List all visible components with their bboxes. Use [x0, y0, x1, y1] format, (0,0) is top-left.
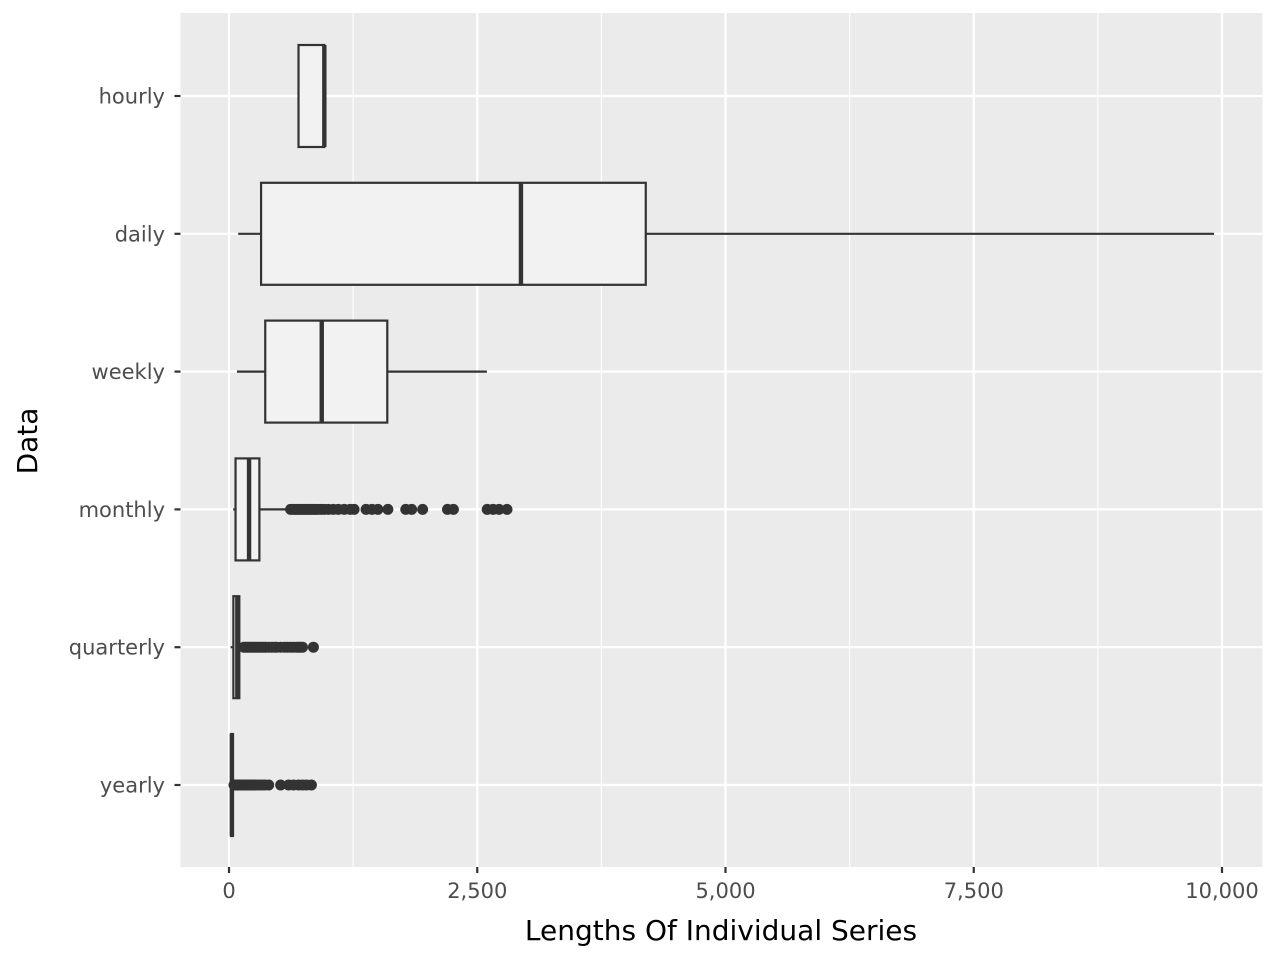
outlier-point	[372, 503, 384, 515]
outlier-point	[296, 641, 308, 653]
box-body	[264, 319, 389, 424]
box-layer	[228, 43, 1214, 838]
box-quarterly	[230, 595, 319, 700]
y-tick-label: weekly	[92, 360, 165, 384]
outlier-point	[493, 503, 505, 515]
x-tick-label: 2,500	[447, 879, 507, 903]
outlier-point	[263, 779, 275, 791]
box-body	[259, 181, 647, 286]
y-tick-label: hourly	[99, 85, 165, 109]
outlier-point	[406, 503, 418, 515]
box-body	[297, 43, 326, 149]
outlier-point	[305, 779, 317, 791]
y-tick-label: monthly	[79, 498, 165, 522]
outlier-point	[307, 641, 319, 653]
box-daily	[238, 181, 1214, 286]
box-yearly	[228, 732, 317, 838]
y-tick-label: yearly	[100, 774, 165, 798]
plot-panel	[180, 13, 1263, 867]
y-tick-label: daily	[115, 222, 165, 246]
outlier-point	[275, 779, 287, 791]
x-axis: 0 2,500 5,000 7,500 10,000	[222, 867, 1259, 903]
x-tick-label: 0	[222, 879, 235, 903]
y-axis-title: Data	[11, 408, 44, 475]
x-tick-label: 7,500	[944, 879, 1004, 903]
box-weekly	[236, 319, 487, 424]
x-tick-label: 10,000	[1185, 879, 1258, 903]
outlier-point	[417, 503, 429, 515]
y-tick-label: quarterly	[69, 636, 165, 660]
grid-minor	[352, 13, 1099, 867]
outlier-point	[382, 503, 394, 515]
outlier-point	[447, 503, 459, 515]
box-monthly	[233, 457, 513, 562]
y-axis: yearly quarterly monthly weekly daily hourly	[69, 85, 181, 798]
outlier-point	[501, 503, 513, 515]
outlier-point	[348, 503, 360, 515]
x-axis-title: Lengths Of Individual Series	[525, 914, 917, 947]
box-hourly	[297, 43, 327, 149]
x-tick-label: 5,000	[695, 879, 755, 903]
